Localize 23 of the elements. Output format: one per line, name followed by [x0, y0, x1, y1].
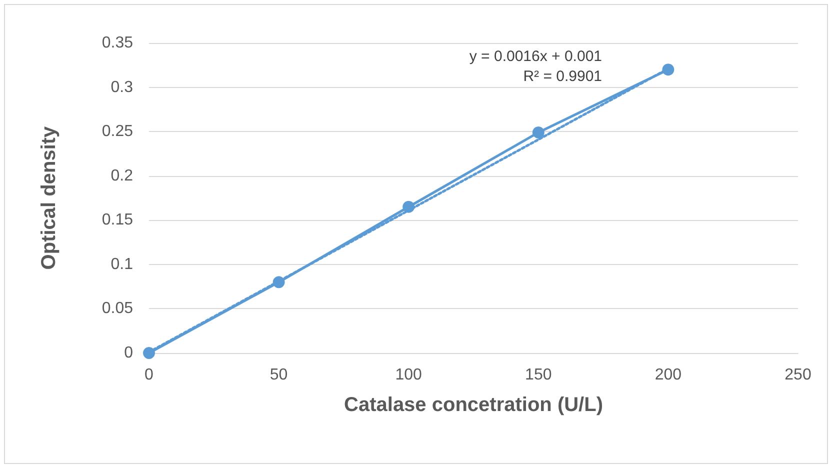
annotation: R² = 0.9901	[523, 68, 602, 85]
x-tick-label: 200	[654, 366, 682, 384]
annotation: y = 0.0016x + 0.001	[469, 48, 602, 65]
y-tick-label: 0.3	[110, 78, 134, 96]
x-axis-title: Catalase concetration (U/L)	[344, 394, 603, 416]
x-tick-label: 150	[525, 366, 552, 384]
x-tick-label: 250	[784, 366, 812, 384]
point	[662, 64, 674, 76]
y-tick-label: 0.25	[102, 123, 134, 140]
point	[402, 200, 415, 213]
y-tick-label: 0.15	[102, 212, 134, 229]
y-tick-label: 0.2	[110, 167, 134, 184]
y-tick-label: 0.35	[102, 34, 134, 52]
point	[143, 347, 155, 359]
y-tick-label: 0.05	[102, 300, 134, 318]
y-tick-label: 0	[124, 344, 134, 362]
x-tick-label: 100	[395, 366, 422, 384]
x-tick-label: 0	[144, 366, 154, 384]
point	[532, 126, 544, 138]
point	[272, 276, 285, 288]
y-tick-label: 0.1	[110, 256, 134, 273]
x-tick-label: 50	[270, 366, 288, 384]
y-axis-title: Optical density	[38, 125, 60, 270]
